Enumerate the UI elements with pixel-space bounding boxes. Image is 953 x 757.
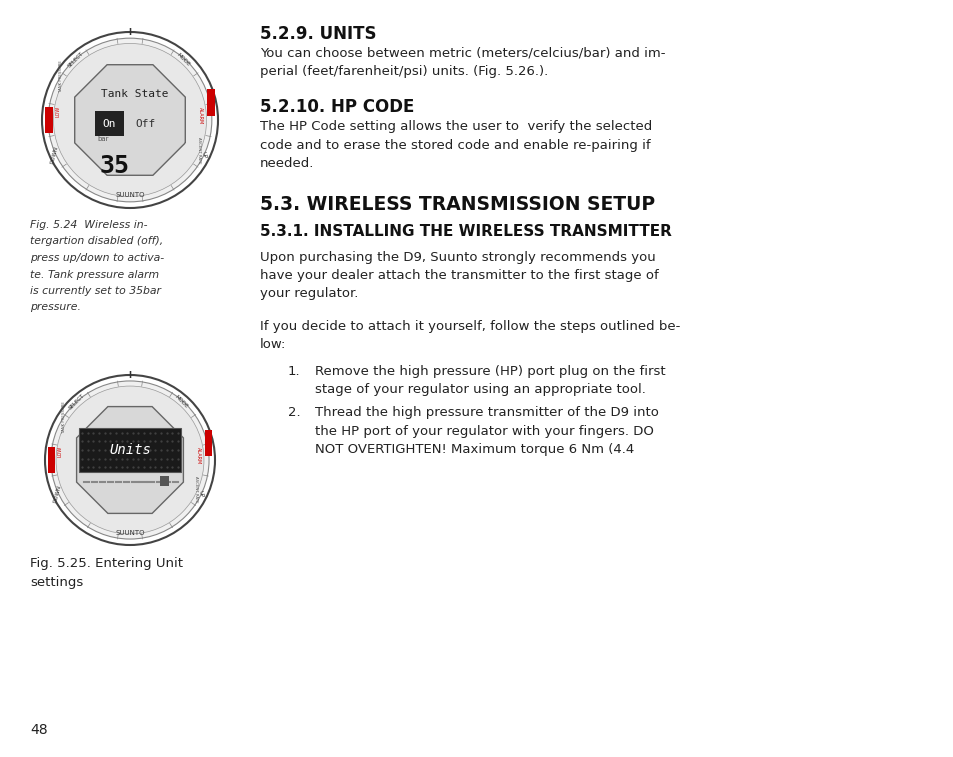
Circle shape bbox=[48, 38, 212, 202]
Text: MODE: MODE bbox=[174, 394, 190, 410]
Text: UP: UP bbox=[198, 490, 205, 498]
Text: UP: UP bbox=[200, 151, 207, 160]
Text: SELECT: SELECT bbox=[68, 394, 86, 411]
Text: is currently set to 35bar: is currently set to 35bar bbox=[30, 286, 161, 296]
Text: ALARM: ALARM bbox=[197, 107, 203, 124]
Text: low:: low: bbox=[260, 338, 286, 351]
Text: You can choose between metric (meters/celcius/bar) and im-: You can choose between metric (meters/ce… bbox=[260, 47, 665, 60]
Text: ASCENT RATE: ASCENT RATE bbox=[194, 476, 198, 503]
Text: LOW: LOW bbox=[58, 446, 63, 457]
Text: 48: 48 bbox=[30, 723, 48, 737]
Text: 5.2.10. HP CODE: 5.2.10. HP CODE bbox=[260, 98, 414, 116]
Text: Fig. 5.24  Wireless in-: Fig. 5.24 Wireless in- bbox=[30, 220, 148, 230]
Text: LOW: LOW bbox=[55, 105, 60, 117]
Text: bar: bar bbox=[98, 136, 110, 142]
Text: ALARM: ALARM bbox=[195, 447, 200, 464]
Text: the HP port of your regulator with your fingers. DO: the HP port of your regulator with your … bbox=[314, 425, 653, 438]
FancyBboxPatch shape bbox=[48, 447, 55, 473]
Text: 5.3. WIRELESS TRANSMISSION SETUP: 5.3. WIRELESS TRANSMISSION SETUP bbox=[260, 195, 655, 213]
Text: DOWN: DOWN bbox=[50, 146, 59, 164]
Text: Off: Off bbox=[135, 119, 155, 129]
Text: code and to erase the stored code and enable re-pairing if: code and to erase the stored code and en… bbox=[260, 139, 650, 151]
Text: needed.: needed. bbox=[260, 157, 314, 170]
Text: TANK PRESSURE: TANK PRESSURE bbox=[62, 401, 66, 434]
Text: I: I bbox=[129, 28, 132, 37]
Text: TANK PRESSURE: TANK PRESSURE bbox=[59, 60, 63, 92]
Text: ASCENT RATE: ASCENT RATE bbox=[196, 138, 200, 164]
Circle shape bbox=[53, 43, 207, 197]
Text: Fig. 5.25. Entering Unit: Fig. 5.25. Entering Unit bbox=[30, 557, 183, 570]
Circle shape bbox=[45, 375, 214, 545]
FancyBboxPatch shape bbox=[160, 476, 169, 486]
Text: te. Tank pressure alarm: te. Tank pressure alarm bbox=[30, 269, 159, 279]
Text: 35: 35 bbox=[99, 154, 129, 178]
Polygon shape bbox=[74, 64, 185, 176]
Text: If you decide to attach it yourself, follow the steps outlined be-: If you decide to attach it yourself, fol… bbox=[260, 320, 679, 333]
FancyBboxPatch shape bbox=[205, 430, 213, 456]
Text: DOWN: DOWN bbox=[52, 484, 62, 503]
Text: I: I bbox=[129, 371, 132, 380]
Circle shape bbox=[51, 381, 209, 539]
Circle shape bbox=[42, 32, 218, 208]
Text: Tank State: Tank State bbox=[101, 89, 168, 98]
Text: SUUNTO: SUUNTO bbox=[115, 192, 145, 198]
Text: press up/down to activa-: press up/down to activa- bbox=[30, 253, 164, 263]
FancyBboxPatch shape bbox=[207, 89, 215, 116]
Text: SELECT: SELECT bbox=[67, 51, 84, 69]
Text: NOT OVERTIGHTEN! Maximum torque 6 Nm (4.4: NOT OVERTIGHTEN! Maximum torque 6 Nm (4.… bbox=[314, 443, 634, 456]
Text: 5.2.9. UNITS: 5.2.9. UNITS bbox=[260, 25, 376, 43]
Text: have your dealer attach the transmitter to the first stage of: have your dealer attach the transmitter … bbox=[260, 269, 659, 282]
Text: stage of your regulator using an appropriate tool.: stage of your regulator using an appropr… bbox=[314, 384, 645, 397]
Text: MODE: MODE bbox=[175, 52, 191, 68]
Text: On: On bbox=[103, 119, 116, 129]
FancyBboxPatch shape bbox=[79, 428, 181, 472]
Text: The HP Code setting allows the user to  verify the selected: The HP Code setting allows the user to v… bbox=[260, 120, 652, 133]
Text: Units: Units bbox=[109, 443, 151, 456]
Text: pressure.: pressure. bbox=[30, 303, 81, 313]
FancyBboxPatch shape bbox=[94, 111, 124, 136]
Circle shape bbox=[56, 386, 204, 534]
Text: tergartion disabled (off),: tergartion disabled (off), bbox=[30, 236, 163, 247]
FancyBboxPatch shape bbox=[45, 107, 52, 133]
Text: 5.3.1. INSTALLING THE WIRELESS TRANSMITTER: 5.3.1. INSTALLING THE WIRELESS TRANSMITT… bbox=[260, 225, 671, 239]
Text: settings: settings bbox=[30, 576, 83, 589]
Text: perial (feet/farenheit/psi) units. (Fig. 5.26.).: perial (feet/farenheit/psi) units. (Fig.… bbox=[260, 66, 548, 79]
Text: Thread the high pressure transmitter of the D9 into: Thread the high pressure transmitter of … bbox=[314, 406, 659, 419]
Text: SUUNTO: SUUNTO bbox=[115, 530, 145, 536]
Polygon shape bbox=[76, 407, 183, 513]
Text: Remove the high pressure (HP) port plug on the first: Remove the high pressure (HP) port plug … bbox=[314, 365, 665, 378]
Text: Upon purchasing the D9, Suunto strongly recommends you: Upon purchasing the D9, Suunto strongly … bbox=[260, 251, 655, 263]
Text: 1.: 1. bbox=[288, 365, 300, 378]
Text: 2.: 2. bbox=[288, 406, 300, 419]
Text: your regulator.: your regulator. bbox=[260, 288, 358, 301]
